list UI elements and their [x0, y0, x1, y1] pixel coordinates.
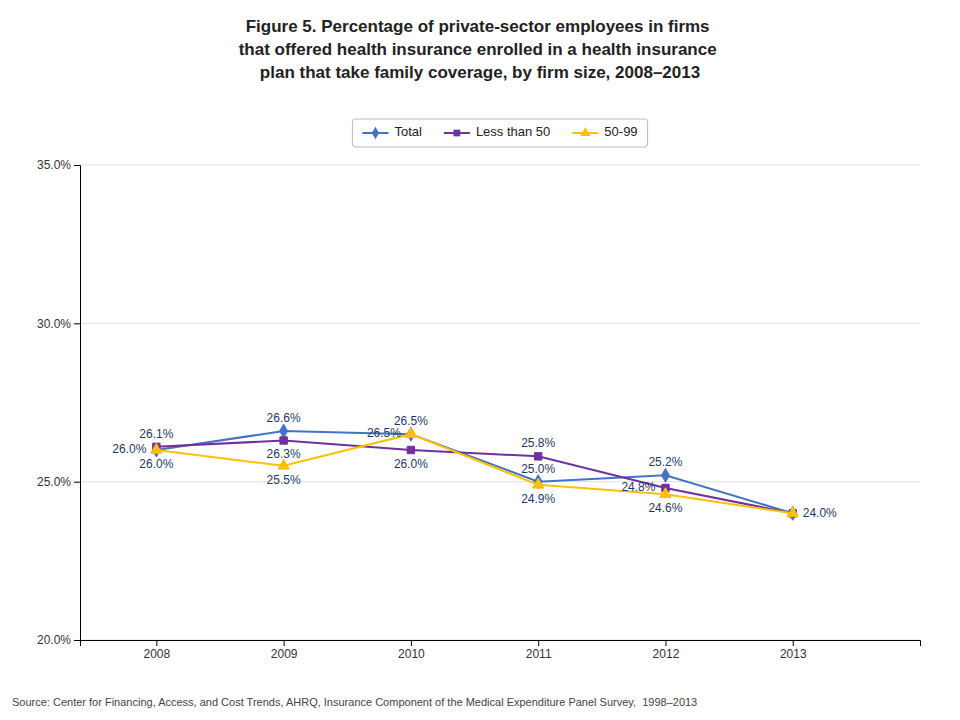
tick-mark: [74, 323, 80, 324]
legend-frame: [352, 119, 647, 147]
legend-item: 50-99: [572, 124, 637, 139]
legend-label: 50-99: [604, 124, 637, 139]
data-label: 26.3%: [267, 447, 301, 461]
tick-label: 2013: [780, 647, 807, 661]
tick-label: 20.0%: [37, 633, 71, 647]
title: Figure 5. Percentage of private-sector e…: [239, 17, 722, 82]
legend-marker: [580, 127, 590, 136]
tick-mark: [411, 640, 412, 646]
legend-marker: [372, 127, 379, 139]
marker: [280, 424, 288, 438]
data-label: 26.0%: [139, 457, 173, 471]
tick-mark: [538, 640, 539, 646]
source: Source: Center for Financing, Access, an…: [12, 696, 697, 708]
tick: 35.0%: [37, 158, 80, 172]
series-line: [156, 434, 792, 513]
tick: 2011: [526, 640, 552, 661]
grid: [80, 165, 920, 640]
series-line: [156, 441, 792, 514]
chart: Figure 5. Percentage of private-sector e…: [0, 0, 960, 720]
tick-label: 25.0%: [37, 475, 71, 489]
data-label: 25.8%: [521, 436, 555, 450]
series-line: [156, 431, 792, 513]
tick: 2010: [398, 640, 425, 661]
tick-mark: [74, 482, 80, 483]
tick: 2008: [144, 640, 171, 661]
data-labels: 26.1%26.0%26.0%26.6%25.5%26.3%26.5%26.0%…: [112, 411, 837, 520]
tick-mark: [74, 640, 80, 641]
tick-mark: [156, 640, 157, 646]
legend-label: Less than 50: [476, 124, 550, 139]
data-label: 26.6%: [267, 411, 301, 425]
tick-label: 2012: [653, 647, 680, 661]
data-label: 26.0%: [112, 442, 146, 456]
plot-area: 2008 2009 2010 2011 2012 2013 20.0% 25.0% 30.0% 3…: [37, 158, 921, 660]
tick: 2013: [780, 640, 807, 661]
tick-mark: [793, 640, 794, 646]
data-label: 25.0%: [521, 462, 555, 476]
data-label: 25.2%: [648, 455, 682, 469]
marker: [534, 453, 541, 460]
marker: [660, 488, 671, 498]
marker: [151, 443, 162, 453]
marker: [407, 446, 414, 453]
title-line: that offered health insurance enrolled i…: [239, 40, 722, 59]
x-axis: 2008 2009 2010 2011 2012 2013: [81, 640, 921, 661]
grid-line: [80, 165, 920, 166]
legend-item: Total: [362, 124, 422, 139]
y-axis-line: [74, 166, 81, 641]
marker: [405, 428, 416, 438]
data-label: 26.5%: [367, 426, 401, 440]
tick-mark: [74, 165, 80, 166]
marker: [661, 468, 669, 482]
marker: [533, 478, 544, 488]
legend-marker: [454, 130, 461, 137]
tick-label: 2010: [398, 647, 425, 661]
marker: [787, 507, 798, 517]
legend-label: Total: [394, 124, 422, 139]
marker: [280, 437, 287, 444]
legend-item: Less than 50: [444, 124, 550, 139]
data-label: 26.0%: [394, 457, 428, 471]
legend: Total Less than 50 50-99: [352, 119, 647, 147]
data-label: 24.8%: [621, 480, 655, 494]
grid-line: [80, 323, 920, 324]
data-label: 25.5%: [267, 473, 301, 487]
tick: 2009: [271, 640, 298, 661]
tick-mark: [284, 640, 285, 646]
title-line: Figure 5. Percentage of private-sector e…: [246, 17, 715, 36]
marks: [151, 424, 799, 520]
tick-label: 35.0%: [37, 158, 71, 172]
tick: 20.0%: [37, 633, 80, 647]
data-label: 26.1%: [139, 427, 173, 441]
y-axis: 20.0% 25.0% 30.0% 35.0%: [37, 158, 81, 647]
tick: 2012: [653, 640, 680, 661]
tick-label: 2008: [144, 647, 171, 661]
data-label: 24.9%: [521, 492, 555, 506]
tick-label: 2009: [271, 647, 298, 661]
tick-label: 2011: [526, 647, 552, 661]
grid-line: [80, 481, 920, 482]
data-label: 24.6%: [648, 501, 682, 515]
tick-mark: [665, 640, 666, 646]
tick: 25.0%: [37, 475, 80, 489]
data-label: 24.0%: [803, 506, 837, 520]
title-line: plan that take family coverage, by firm …: [260, 63, 700, 82]
tick: 30.0%: [37, 317, 80, 331]
tick-label: 30.0%: [37, 317, 71, 331]
x-axis-line: [81, 641, 921, 647]
